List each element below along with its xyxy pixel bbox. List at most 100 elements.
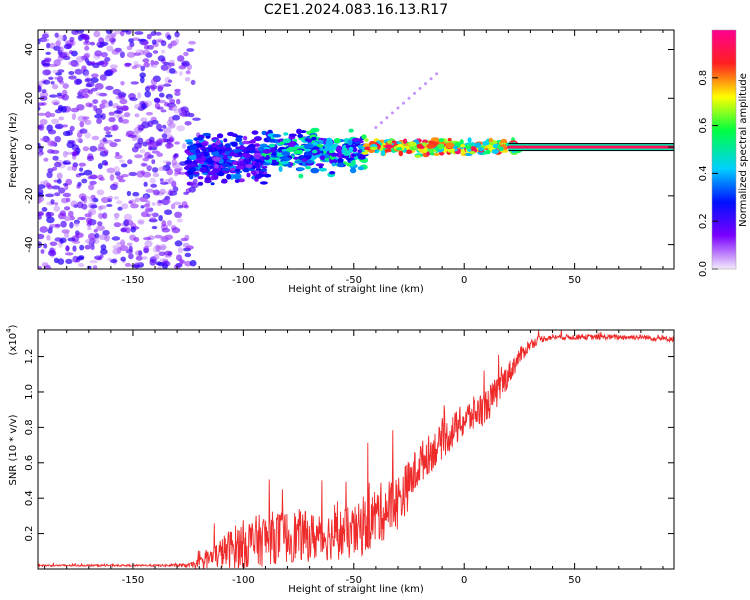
spectrogram-cell bbox=[138, 250, 143, 256]
spectrogram-cell bbox=[164, 198, 171, 204]
spectrogram-cell bbox=[62, 160, 71, 165]
spectrogram-cell bbox=[106, 45, 114, 52]
colorbar-tick-label: 0.0 bbox=[698, 261, 709, 277]
spectrogram-cell bbox=[418, 87, 422, 91]
spectrogram-cell bbox=[143, 44, 150, 50]
spectrogram-cell bbox=[62, 192, 72, 198]
spectrogram-cell bbox=[38, 112, 47, 116]
spectrogram-cell bbox=[322, 148, 330, 152]
colorbar-tick-label: 0.2 bbox=[698, 213, 709, 229]
snr-y-tick-label: 0.2 bbox=[24, 526, 35, 542]
svg-text:(x104): (x104) bbox=[5, 324, 19, 355]
spectrogram-cell bbox=[62, 124, 68, 128]
spectrogram-cell bbox=[429, 77, 433, 81]
spectrogram-cell bbox=[156, 123, 162, 131]
spectrogram-cell bbox=[305, 154, 312, 160]
spectrogram-cell bbox=[170, 40, 178, 47]
spectrogram-cell bbox=[43, 79, 51, 85]
spectrogram-cell bbox=[86, 217, 93, 224]
spectrogram-cell bbox=[188, 144, 198, 150]
spectrogram-cell bbox=[169, 98, 176, 105]
spectrogram-cell bbox=[294, 160, 303, 164]
spectrogram-cell bbox=[434, 146, 439, 152]
spectrogram-cell bbox=[160, 40, 167, 47]
spectrogram-cell bbox=[346, 162, 352, 167]
spectrogram-cell bbox=[100, 60, 108, 68]
spectrogram-cell bbox=[422, 147, 428, 153]
spectrogram-cell bbox=[190, 163, 196, 167]
spectrogram-cell bbox=[168, 106, 173, 111]
spectrogram-cell bbox=[134, 103, 142, 110]
spectrogram-cell bbox=[166, 34, 172, 40]
spectrogram-cell bbox=[90, 87, 98, 92]
spectrogram-cell bbox=[270, 147, 276, 154]
spectrogram-cell bbox=[168, 177, 174, 185]
spectrogram-cell bbox=[108, 111, 115, 116]
spectrogram-cell bbox=[40, 181, 45, 186]
spectrogram-cell bbox=[53, 45, 61, 51]
spectrogram-cell bbox=[139, 149, 146, 154]
spectrogram-cell bbox=[155, 244, 160, 250]
spectrogram-cell bbox=[159, 258, 169, 262]
spectrogram-cell bbox=[120, 227, 127, 233]
spectrogram-y-tick-label: 0 bbox=[24, 144, 35, 150]
spectrogram-cell bbox=[45, 193, 55, 198]
spectrogram-cell bbox=[201, 142, 207, 147]
spectrogram-cell bbox=[284, 157, 292, 161]
spectrogram-cell bbox=[342, 150, 351, 156]
spectrogram-cell bbox=[86, 155, 94, 162]
spectrogram-cell bbox=[54, 123, 64, 130]
spectrogram-cell bbox=[106, 167, 116, 174]
snr-x-tick-label: 50 bbox=[568, 575, 581, 586]
spectrogram-cell bbox=[136, 170, 145, 178]
spectrogram-cell bbox=[177, 171, 187, 175]
spectrogram-cell bbox=[183, 191, 190, 195]
spectrogram-cell bbox=[79, 244, 85, 251]
spectrogram-cell bbox=[133, 236, 140, 243]
spectrogram-cell bbox=[134, 261, 142, 265]
spectrogram-cell bbox=[121, 30, 129, 33]
snr-y-tick-label: 1.0 bbox=[24, 384, 35, 400]
spectrogram-cell bbox=[403, 138, 408, 144]
spectrogram-cell bbox=[145, 165, 153, 170]
spectrogram-cell bbox=[158, 215, 163, 222]
spectrogram-cell bbox=[153, 60, 159, 66]
spectrogram-cell bbox=[124, 262, 132, 267]
spectrogram-cell bbox=[121, 203, 129, 210]
spectrogram-cell bbox=[146, 33, 152, 40]
spectrogram-cell bbox=[184, 77, 191, 82]
spectrogram-cell bbox=[63, 43, 72, 50]
spectrogram-cell bbox=[349, 167, 357, 174]
spectrogram-cell bbox=[173, 173, 178, 177]
spectrogram-cell bbox=[183, 51, 189, 57]
colorbar-label: Normalized spectral amplitude bbox=[738, 73, 749, 227]
spectrogram-cell bbox=[475, 142, 482, 148]
spectrogram-cell bbox=[152, 167, 159, 173]
spectrogram-cell bbox=[89, 260, 98, 264]
spectrogram-cell bbox=[200, 156, 207, 162]
spectrogram-cell bbox=[303, 151, 313, 156]
spectrogram-cell bbox=[114, 154, 123, 160]
spectrogram-cell bbox=[162, 124, 167, 129]
spectrogram-cell bbox=[53, 205, 61, 212]
spectrogram-cell bbox=[145, 188, 155, 193]
spectrogram-cell bbox=[83, 169, 93, 176]
spectrogram-cell bbox=[347, 139, 353, 146]
spectrogram-cell bbox=[110, 64, 118, 69]
spectrogram-cell bbox=[151, 159, 156, 165]
spectrogram-cell bbox=[317, 139, 324, 143]
spectrogram-cell bbox=[307, 138, 313, 143]
spectrogram-cell bbox=[242, 158, 252, 164]
spectrogram-cell bbox=[158, 200, 163, 204]
spectrogram-cell bbox=[100, 52, 108, 58]
spectrogram-cell bbox=[100, 248, 108, 255]
spectrogram-cell bbox=[236, 162, 243, 167]
spectrogram-cell bbox=[176, 218, 183, 223]
spectrogram-cell bbox=[150, 64, 158, 68]
spectrogram-cell bbox=[84, 78, 91, 83]
spectrogram-cell bbox=[82, 146, 89, 152]
spectrogram-cell bbox=[166, 190, 171, 196]
spectrogram-cell bbox=[145, 200, 151, 206]
spectrogram-cell bbox=[198, 137, 204, 141]
spectrogram-cell bbox=[351, 159, 356, 165]
